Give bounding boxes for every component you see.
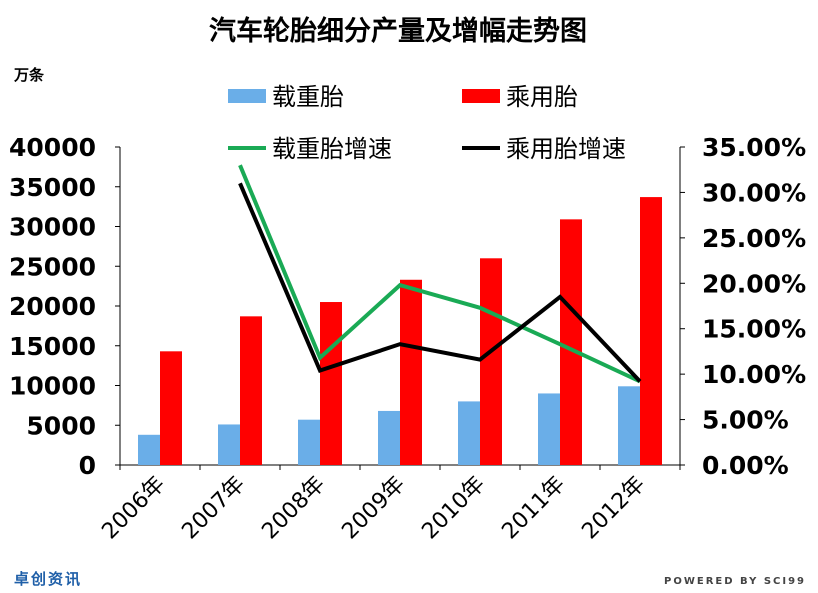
- left-axis-tick-label: 35000: [9, 173, 96, 202]
- chart-title: 汽车轮胎细分产量及增幅走势图: [209, 15, 587, 47]
- line-series-truck-tire-growth: [238, 164, 641, 384]
- line-series-passenger-tire-growth: [238, 182, 642, 383]
- plot-area: 0 5000 10000 15000 20000 25000 30000 35000 40000…: [9, 133, 806, 544]
- bar-truck-tire: [138, 434, 160, 465]
- bar-truck-tire: [538, 393, 560, 465]
- bar-passenger-tire: [400, 279, 422, 465]
- legend-label: 载重胎: [272, 83, 344, 111]
- bar-passenger-tire: [640, 197, 662, 465]
- right-axis-tick-label: 15.00%: [702, 315, 806, 344]
- x-axis-category-label: 2008年: [257, 472, 330, 545]
- x-axis-category-label: 2007年: [177, 472, 250, 545]
- bar-passenger-tire: [560, 219, 582, 465]
- right-axis-tick-label: 35.00%: [702, 133, 806, 162]
- bar-passenger-tire: [320, 302, 342, 465]
- x-axis-category-label: 2010年: [417, 472, 490, 545]
- right-axis-tick-label: 30.00%: [702, 178, 806, 207]
- bar-truck-tire: [378, 410, 400, 465]
- brand-logo-right: POWERED BY SCI99: [664, 576, 806, 587]
- left-axis-tick-label: 15000: [9, 332, 96, 361]
- legend-label: 乘用胎: [506, 83, 578, 111]
- left-axis-tick-label: 5000: [26, 411, 96, 440]
- brand-logo-left: 卓创资讯: [14, 570, 82, 588]
- right-axis-tick-label: 5.00%: [702, 406, 789, 435]
- left-axis-tick-label: 30000: [9, 213, 96, 242]
- x-axis-category-label: 2006年: [97, 472, 170, 545]
- bar-truck-tire: [298, 419, 320, 465]
- legend-label: 载重胎增速: [272, 135, 392, 163]
- bar-passenger-tire: [480, 258, 502, 465]
- legend-swatch: [228, 89, 266, 103]
- right-axis-tick-label: 20.00%: [702, 269, 806, 298]
- left-axis-unit-label: 万条: [13, 66, 45, 84]
- legend-swatch: [462, 89, 500, 103]
- legend-label: 乘用胎增速: [506, 135, 626, 163]
- bar-truck-tire: [218, 424, 240, 465]
- bar-truck-tire: [458, 401, 480, 465]
- x-axis-category-label: 2012年: [577, 472, 650, 545]
- x-axis-category-label: 2011年: [497, 472, 570, 545]
- left-axis-tick-label: 20000: [9, 292, 96, 321]
- right-axis-tick-label: 25.00%: [702, 224, 806, 253]
- right-axis-tick-label: 0.00%: [702, 451, 789, 480]
- left-axis-tick-label: 25000: [9, 252, 96, 281]
- left-axis-tick-label: 40000: [9, 133, 96, 162]
- bar-passenger-tire: [160, 351, 182, 465]
- right-axis-tick-label: 10.00%: [702, 360, 806, 389]
- bar-truck-tire: [618, 386, 640, 465]
- x-axis-category-label: 2009年: [337, 472, 410, 545]
- left-axis-tick-label: 10000: [9, 372, 96, 401]
- bar-passenger-tire: [240, 316, 262, 465]
- left-axis-tick-label: 0: [79, 451, 96, 480]
